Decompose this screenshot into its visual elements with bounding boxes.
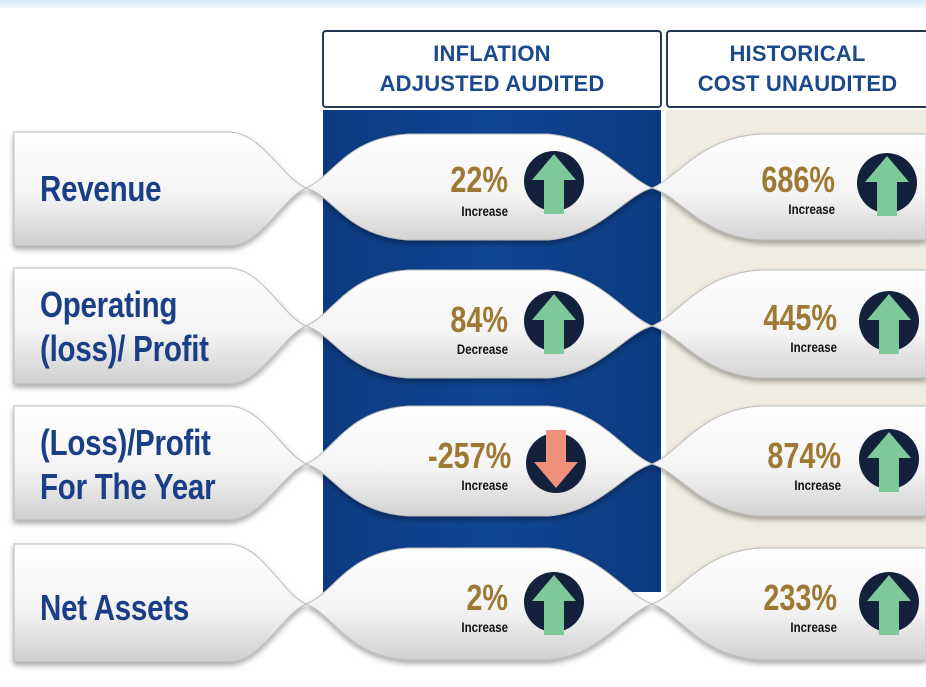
header-historical-cost: HISTORICAL COST UNAUDITED [666,30,926,108]
ribbon-row-4 [13,543,926,663]
revenue-inflation-value: 22% [450,159,508,200]
ribbon-row-3 [13,405,926,521]
row-label-net-assets: Net Assets [40,586,189,630]
header-inflation-adjusted-line-1: INFLATION [433,41,551,66]
up-arrow-icon [857,153,917,216]
row-label-revenue: Revenue [40,167,162,211]
header-historical-cost-line-1: HISTORICAL [729,41,866,66]
revenue-historical-value: 686% [761,159,835,200]
down-arrow-icon [526,430,586,493]
up-arrow-icon [524,572,584,635]
revenue-historical-change: Increase [788,201,835,217]
net-assets-inflation-value: 2% [466,577,508,618]
row-label-operating-profit-line-1: Operating [40,284,178,325]
profit-for-year-inflation-value: -257% [428,435,512,476]
profit-for-year-historical-value: 874% [767,435,841,476]
operating-profit-inflation-change: Decrease [456,341,508,357]
up-arrow-icon [524,291,584,354]
row-label-operating-profit-line-2: (loss)/ Profit [40,328,209,369]
profit-for-year-historical-change: Increase [794,477,841,493]
header-inflation-adjusted-line-2: ADJUSTED AUDITED [379,71,605,96]
header-historical-cost-line-2: COST UNAUDITED [697,71,898,96]
net-assets-historical-change: Increase [790,619,837,635]
row-label-profit-for-year: (Loss)/Profit For The Year [40,421,216,509]
header-inflation-adjusted: INFLATION ADJUSTED AUDITED [322,30,662,108]
profit-for-year-inflation-change: Increase [461,477,508,493]
net-assets-inflation-change: Increase [461,619,508,635]
net-assets-historical-value: 233% [763,577,837,618]
up-arrow-icon [524,151,584,214]
up-arrow-icon [859,572,919,635]
row-label-revenue-line-1: Revenue [40,168,162,209]
up-arrow-icon [859,291,919,354]
revenue-inflation-change: Increase [461,203,508,219]
row-label-profit-for-year-line-2: For The Year [40,466,216,507]
row-label-profit-for-year-line-1: (Loss)/Profit [40,422,211,463]
row-label-net-assets-line-1: Net Assets [40,587,190,628]
row-label-operating-profit: Operating (loss)/ Profit [40,283,209,371]
ribbon-row-1 [13,131,926,247]
ribbon-row-2 [13,267,926,385]
operating-profit-historical-value: 445% [763,297,837,338]
up-arrow-icon [859,429,919,492]
top-accent-line [0,0,926,8]
operating-profit-inflation-value: 84% [450,299,508,340]
operating-profit-historical-change: Increase [790,339,837,355]
